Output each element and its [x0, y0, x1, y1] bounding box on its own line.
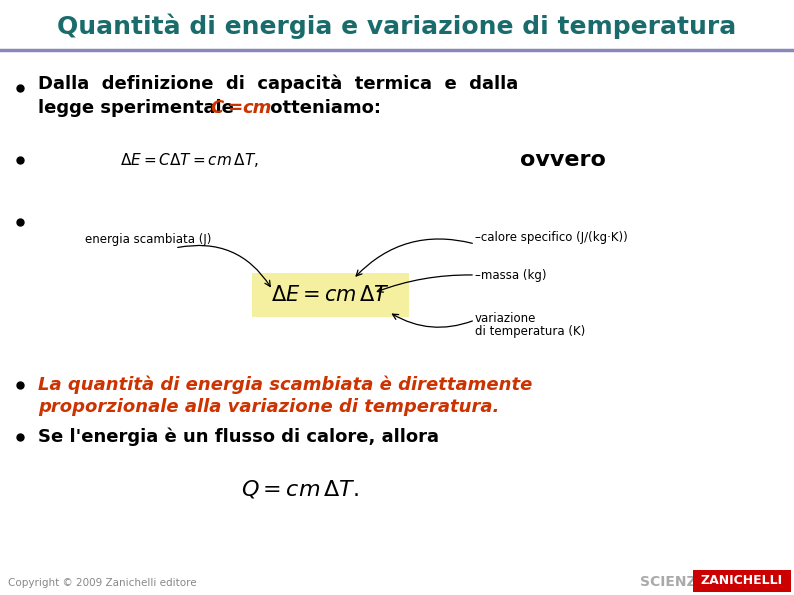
Text: Dalla  definizione  di  capacità  termica  e  dalla: Dalla definizione di capacità termica e … [38, 75, 518, 93]
Text: Copyright © 2009 Zanichelli editore: Copyright © 2009 Zanichelli editore [8, 578, 197, 588]
FancyBboxPatch shape [252, 273, 408, 317]
Text: –calore specifico (J/(kg·K)): –calore specifico (J/(kg·K)) [475, 231, 628, 245]
Text: C: C [210, 99, 223, 117]
Text: variazione: variazione [475, 312, 537, 324]
Text: ovvero: ovvero [520, 150, 606, 170]
Text: La quantità di energia scambiata è direttamente: La quantità di energia scambiata è diret… [38, 376, 532, 394]
Text: –massa (kg): –massa (kg) [475, 268, 546, 281]
Text: =: = [222, 99, 249, 117]
Text: Se l'energia è un flusso di calore, allora: Se l'energia è un flusso di calore, allo… [38, 428, 439, 446]
Text: otteniamo:: otteniamo: [264, 99, 381, 117]
Text: energia scambiata (J): energia scambiata (J) [85, 233, 211, 246]
Text: di temperatura (K): di temperatura (K) [475, 325, 585, 339]
Text: $\Delta E = C\Delta T = cm\,\Delta T,$: $\Delta E = C\Delta T = cm\,\Delta T,$ [120, 151, 259, 169]
Text: $\Delta E = cm\,\Delta T$: $\Delta E = cm\,\Delta T$ [271, 285, 389, 305]
Text: proporzionale alla variazione di temperatura.: proporzionale alla variazione di tempera… [38, 398, 499, 416]
Text: $Q = cm\,\Delta T.$: $Q = cm\,\Delta T.$ [241, 479, 359, 501]
FancyBboxPatch shape [693, 570, 791, 592]
Text: SCIENZE: SCIENZE [640, 575, 706, 589]
Text: ZANICHELLI: ZANICHELLI [701, 575, 783, 587]
Text: cm: cm [242, 99, 272, 117]
Text: Quantità di energia e variazione di temperatura: Quantità di energia e variazione di temp… [57, 13, 737, 39]
Text: legge sperimentale: legge sperimentale [38, 99, 240, 117]
